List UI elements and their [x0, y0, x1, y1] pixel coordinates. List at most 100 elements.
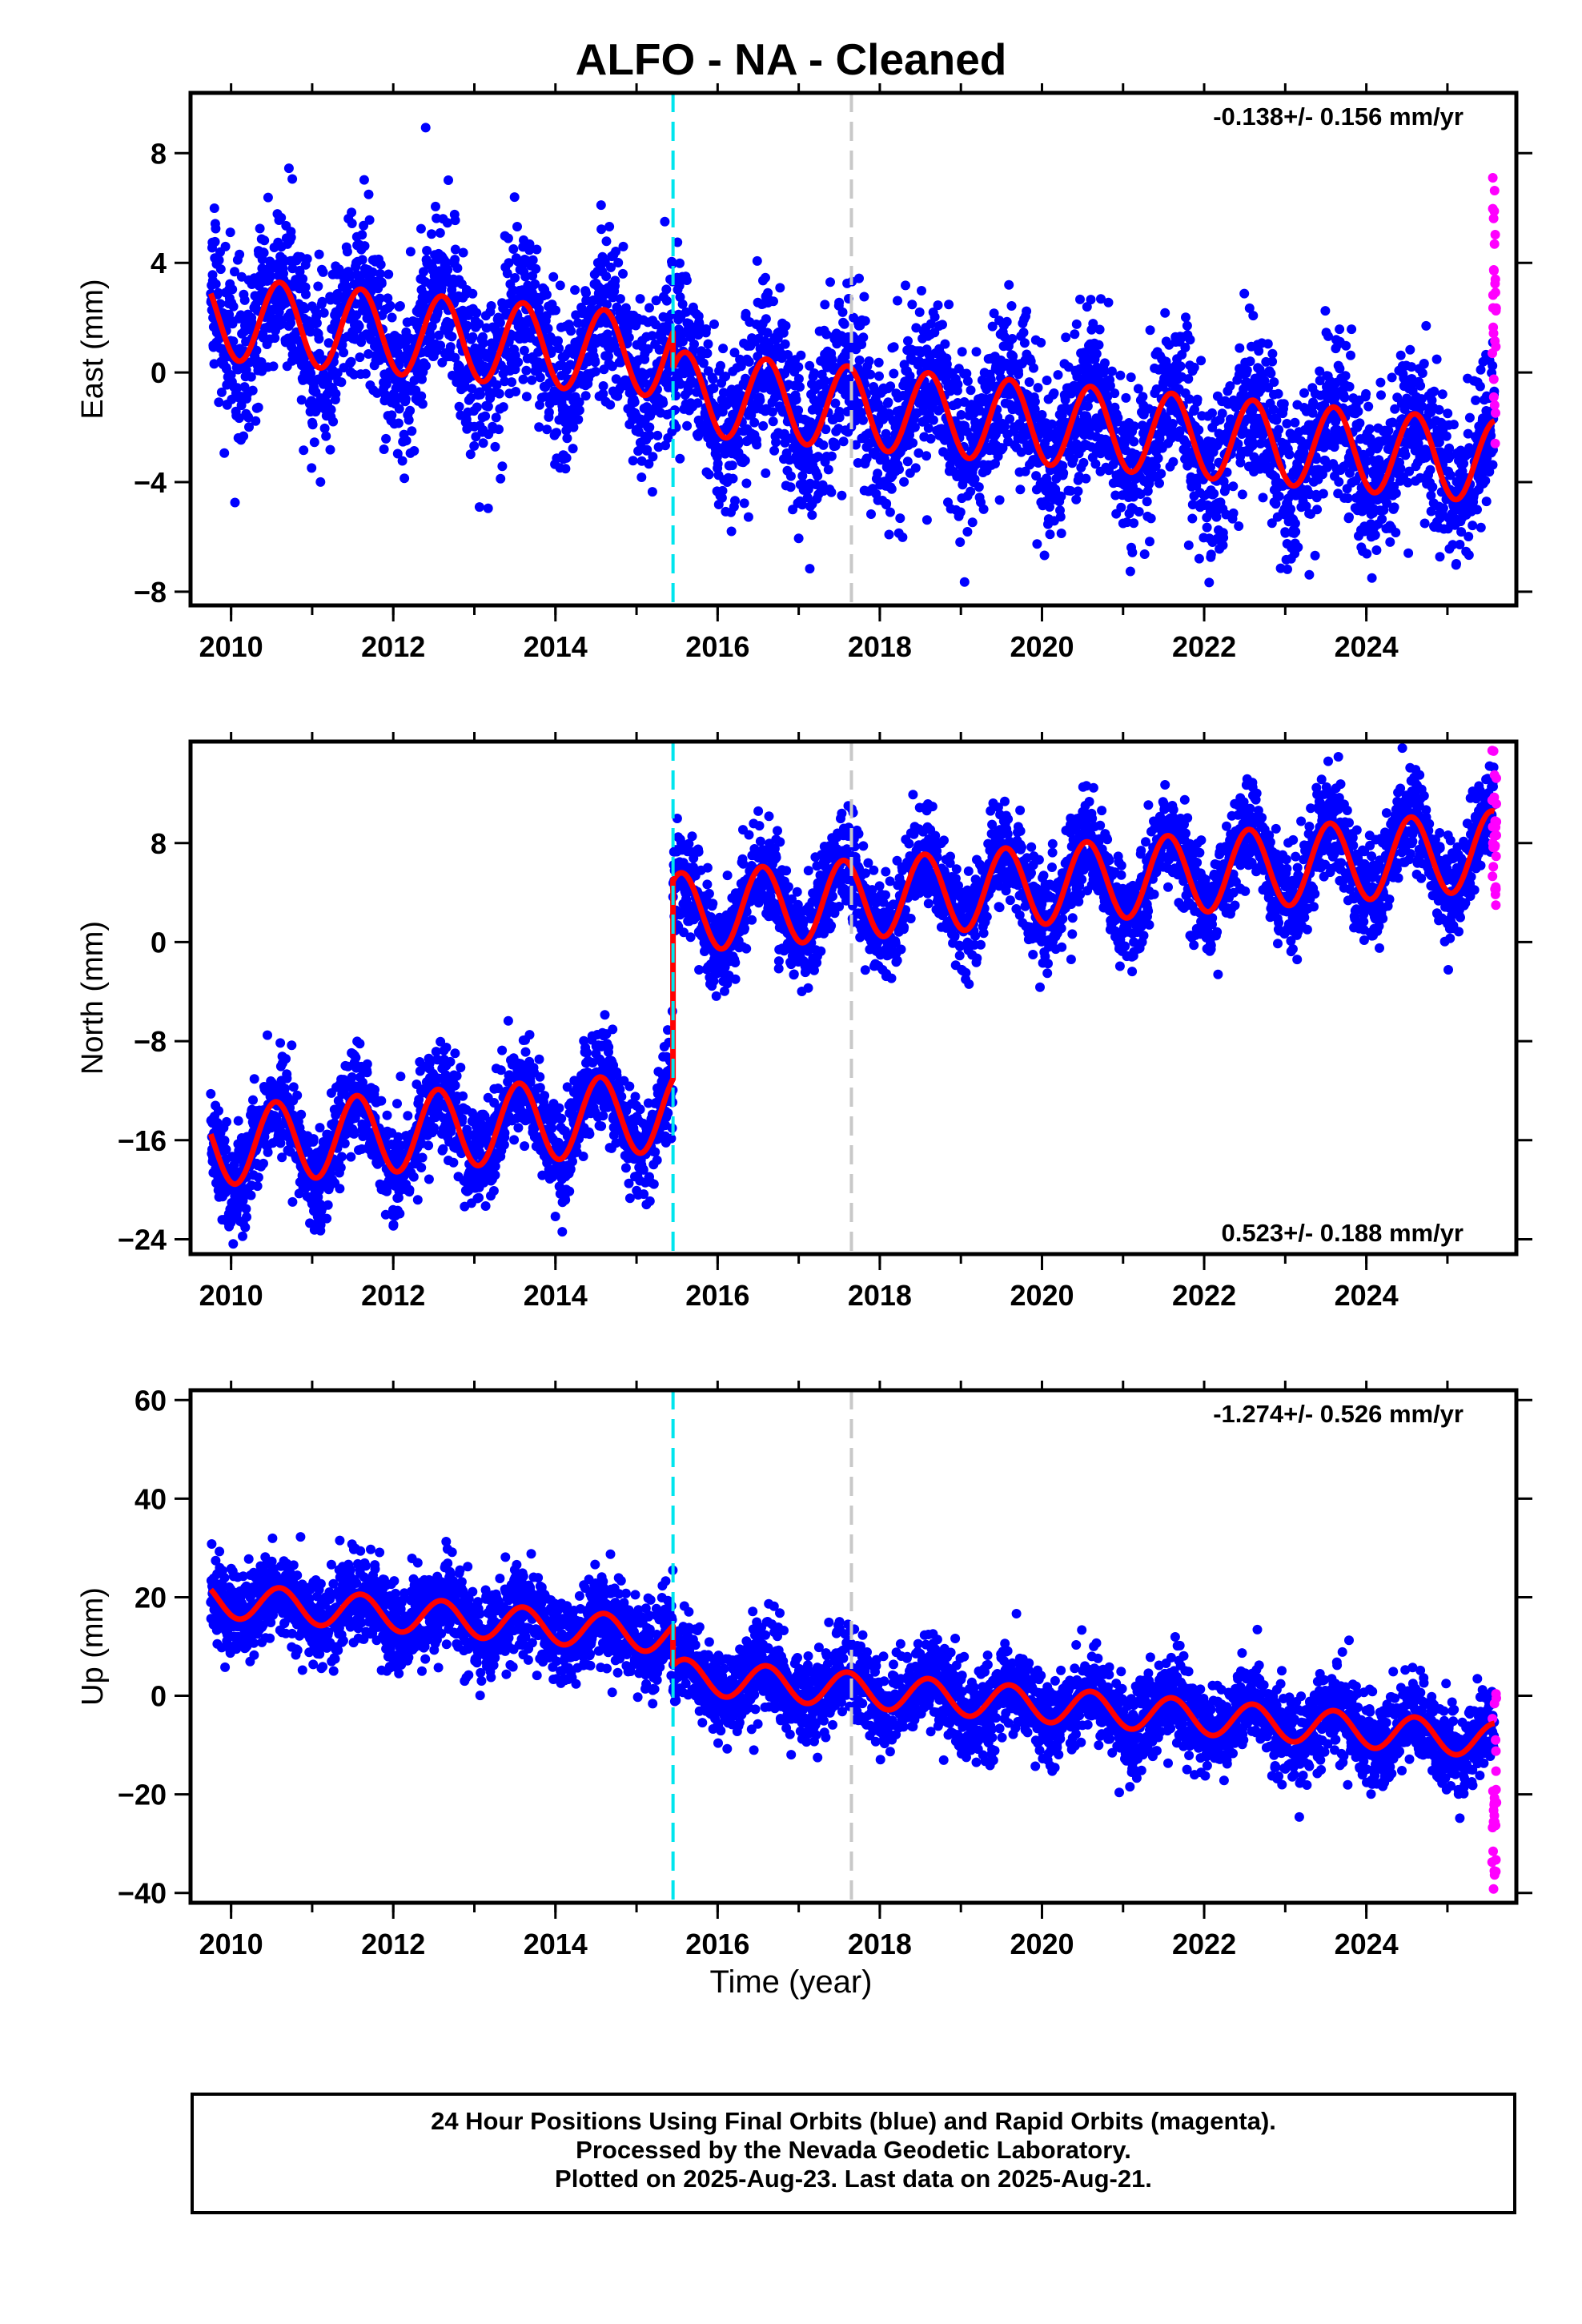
- data-point: [971, 347, 982, 357]
- data-point: [1006, 301, 1017, 311]
- data-point: [1102, 392, 1113, 402]
- x-tick-label: 2018: [848, 630, 912, 663]
- data-point: [905, 371, 915, 381]
- data-point: [1024, 377, 1034, 388]
- data-point: [940, 339, 950, 349]
- data-point: [908, 438, 918, 448]
- data-point: [736, 361, 746, 372]
- data-point: [1341, 340, 1351, 351]
- data-point: [385, 300, 396, 311]
- data-point: [1125, 566, 1135, 577]
- data-point: [827, 355, 837, 364]
- data-point: [275, 1038, 286, 1048]
- data-point: [1037, 410, 1047, 420]
- data-point: [729, 348, 740, 358]
- y-tick-label: 8: [151, 137, 167, 170]
- data-point: [400, 473, 410, 484]
- rapid-point: [1488, 348, 1497, 359]
- data-point: [596, 200, 606, 211]
- data-point: [1088, 319, 1098, 329]
- data-point: [1389, 502, 1399, 513]
- data-point: [494, 388, 504, 399]
- data-point: [998, 443, 1008, 453]
- data-point: [865, 369, 876, 380]
- data-point: [431, 201, 440, 211]
- data-point: [206, 1088, 216, 1099]
- data-point: [689, 339, 699, 349]
- plot-frame: [188, 90, 1519, 608]
- data-point: [216, 387, 227, 397]
- data-point: [394, 404, 404, 414]
- data-point: [311, 318, 322, 328]
- data-point: [1115, 370, 1126, 380]
- data-point: [788, 505, 798, 515]
- data-point: [1415, 380, 1426, 391]
- data-point: [436, 340, 446, 351]
- data-point: [570, 285, 580, 296]
- data-point: [651, 296, 661, 306]
- data-point: [509, 192, 520, 203]
- rapid-point: [1488, 203, 1498, 214]
- data-point: [521, 365, 532, 376]
- data-point: [1150, 461, 1161, 472]
- data-point: [681, 307, 691, 317]
- data-point: [1353, 406, 1363, 416]
- data-point: [332, 368, 343, 378]
- data-point: [240, 1222, 251, 1232]
- data-point: [1218, 540, 1228, 550]
- data-point: [573, 414, 584, 424]
- data-point: [427, 229, 436, 239]
- data-point: [1434, 437, 1444, 448]
- data-point: [1167, 419, 1178, 428]
- data-point: [955, 537, 966, 547]
- data-point: [319, 423, 330, 433]
- data-point: [610, 275, 620, 286]
- data-point: [561, 425, 572, 436]
- data-point: [994, 495, 1005, 505]
- data-point: [1139, 549, 1150, 559]
- data-point: [721, 372, 731, 381]
- data-point: [1018, 328, 1029, 338]
- data-point: [813, 452, 823, 462]
- data-point: [1273, 388, 1283, 399]
- data-point: [359, 241, 370, 251]
- data-point: [210, 236, 220, 247]
- data-point: [728, 473, 738, 484]
- data-point: [375, 293, 385, 304]
- data-point: [554, 344, 564, 354]
- data-point: [1192, 394, 1203, 404]
- data-point: [1103, 297, 1114, 308]
- data-point: [955, 507, 966, 517]
- data-point: [813, 406, 824, 416]
- data-point: [468, 332, 478, 342]
- data-point: [214, 255, 224, 265]
- data-point: [364, 215, 375, 225]
- data-point: [1168, 456, 1178, 467]
- data-point: [1437, 389, 1447, 400]
- data-point: [962, 376, 973, 386]
- data-point: [651, 320, 661, 330]
- data-point: [442, 218, 452, 228]
- data-point: [854, 355, 865, 365]
- data-point: [1030, 404, 1040, 414]
- rapid-point: [1488, 328, 1499, 339]
- data-point: [1219, 533, 1229, 543]
- data-point: [717, 485, 728, 496]
- data-point: [1472, 505, 1482, 515]
- data-point: [861, 453, 872, 464]
- final-orbit-points: [206, 743, 1500, 1249]
- data-point: [1370, 530, 1380, 540]
- data-point: [741, 308, 751, 319]
- data-point: [263, 1147, 273, 1157]
- data-point: [990, 458, 1000, 468]
- data-point: [1312, 505, 1323, 515]
- data-point: [1206, 462, 1215, 472]
- data-point: [494, 424, 504, 435]
- data-point: [853, 458, 863, 468]
- data-point: [752, 440, 762, 450]
- data-point: [944, 300, 954, 310]
- data-point: [1301, 501, 1311, 512]
- data-point: [478, 338, 488, 348]
- data-point: [474, 319, 484, 329]
- y-tick-label: −4: [134, 466, 167, 499]
